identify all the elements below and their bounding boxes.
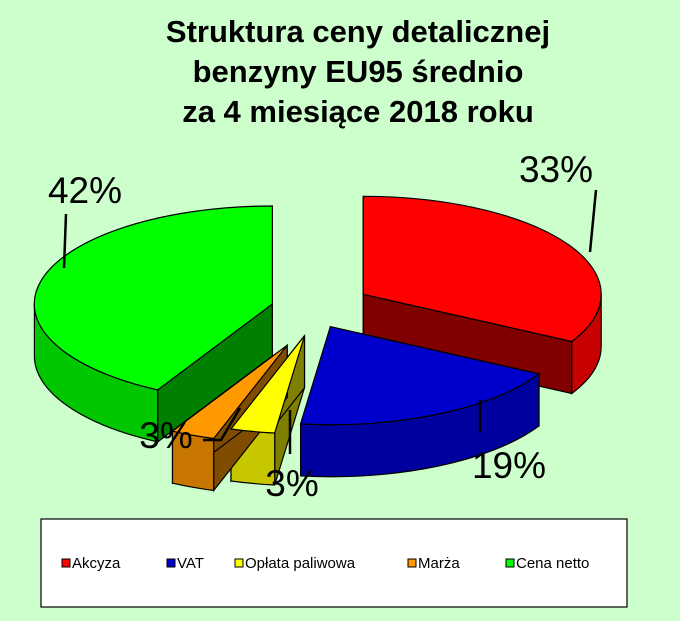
legend: Akcyza VAT Opłata paliwowa Marża Cena netto: [61, 555, 589, 572]
chart-title-line-3: za 4 miesiące 2018 roku: [182, 94, 534, 129]
legend-label-op-ata-paliwowa: Opłata paliwowa: [245, 555, 356, 572]
legend-label-cena-netto: Cena netto: [516, 555, 589, 572]
data-label-akcyza: 33%: [519, 149, 593, 190]
data-label-mar-a: 3%: [139, 415, 192, 456]
data-label-op-ata-paliwowa: 3%: [265, 463, 318, 504]
leader-lines: [62, 189, 598, 454]
data-labels: 33% 19% 3% 3% 42%: [48, 149, 593, 504]
legend-swatch-akcyza: [61, 558, 71, 568]
pie-tops: [33, 195, 602, 440]
leader-line-mar-a: [203, 407, 242, 442]
legend-label-akcyza: Akcyza: [72, 555, 121, 572]
slice-cena-netto: [33, 205, 273, 391]
slice-op-ata-paliwowa: [229, 335, 306, 434]
leader-line-akcyza: [588, 189, 598, 253]
chart-title-line-2: benzyny EU95 średnio: [193, 54, 524, 89]
data-label-vat: 19%: [472, 445, 546, 486]
slice-mar-a: [171, 344, 288, 440]
legend-swatch-cena-netto: [505, 558, 515, 568]
chart-title: Struktura ceny detalicznej benzyny EU95 ś…: [166, 14, 550, 129]
chart-title-line-1: Struktura ceny detalicznej: [166, 14, 550, 49]
legend-swatch-op-ata-paliwowa: [234, 558, 244, 568]
legend-swatch-vat: [166, 558, 176, 568]
legend-box: [40, 518, 628, 608]
legend-swatch-mar-a: [407, 558, 417, 568]
leader-line-cena-netto: [62, 213, 68, 269]
slice-akcyza: [362, 195, 602, 343]
legend-label-vat: VAT: [177, 555, 204, 572]
data-label-cena-netto: 42%: [48, 170, 122, 211]
legend-label-mar-a: Marża: [418, 555, 460, 572]
